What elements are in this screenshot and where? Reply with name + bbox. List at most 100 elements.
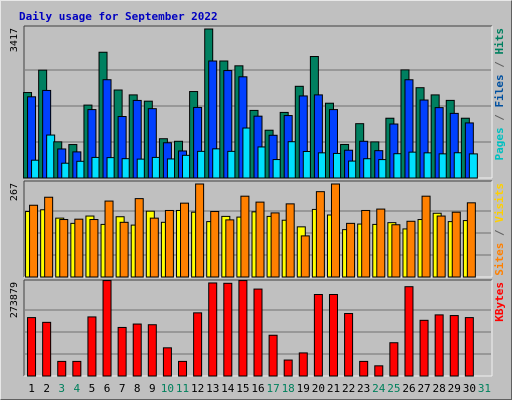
bar-kbytes-kbytes-day-23 [359,360,369,377]
bar-kbytes-kbytes-day-9 [147,324,157,377]
day-label-29: 29 [448,382,461,395]
bar-kbytes-kbytes-day-5 [87,316,97,377]
day-label-8: 8 [134,382,141,395]
bar-visitors-sites-day-26 [406,220,416,278]
day-label-18: 18 [282,382,295,395]
bar-visitors-sites-day-7 [119,221,129,278]
legend-entry: Pages [493,127,506,160]
bar-kbytes-kbytes-day-15 [238,280,248,377]
bar-kbytes-kbytes-day-14 [223,282,233,377]
bar-visitors-sites-day-3 [59,219,69,278]
bar-visitors-sites-day-15 [240,195,250,278]
bar-visitors-sites-day-9 [149,217,159,278]
legend-entry: Hits [493,28,506,55]
bar-visitors-sites-day-5 [89,219,99,278]
legend-entry: Files [493,74,506,107]
bar-kbytes-kbytes-day-21 [328,294,338,377]
legend-entry: / [493,223,506,243]
bar-kbytes-kbytes-day-24 [374,365,384,377]
day-label-20: 20 [312,382,325,395]
day-label-21: 21 [327,382,340,395]
bar-visitors-sites-day-12 [195,183,205,278]
day-label-7: 7 [119,382,126,395]
day-label-19: 19 [297,382,310,395]
day-label-9: 9 [149,382,156,395]
day-label-24: 24 [372,382,386,395]
bar-requests-pages-day-30 [468,153,478,179]
bar-visitors-sites-day-22 [346,222,356,278]
bar-visitors-sites-day-14 [225,219,235,278]
legend-entry: Visits [493,183,506,223]
day-label-31: 31 [478,382,491,395]
bar-kbytes-kbytes-day-18 [283,359,293,377]
bar-visitors-sites-day-16 [255,201,265,278]
day-label-16: 16 [251,382,264,395]
bar-kbytes-kbytes-day-1 [27,317,37,377]
bar-visitors-sites-day-28 [436,215,446,278]
day-label-25: 25 [387,382,400,395]
day-label-12: 12 [191,382,204,395]
legend-entry: KBytes [493,282,506,322]
bar-kbytes-kbytes-day-10 [162,347,172,377]
bar-kbytes-kbytes-day-19 [298,352,308,377]
bar-kbytes-kbytes-day-20 [313,294,323,377]
panel-kbytes-legend: KBytes [493,282,506,322]
bar-kbytes-kbytes-day-7 [117,326,127,377]
bar-kbytes-kbytes-day-27 [419,319,429,377]
bar-visitors-sites-day-2 [44,196,54,278]
legend-entry: / [493,108,506,128]
bar-kbytes-kbytes-day-28 [434,314,444,377]
panel-visitors-legend: Sites / Visits [493,183,506,276]
day-label-11: 11 [176,382,189,395]
bar-kbytes-kbytes-day-4 [72,360,82,377]
day-label-26: 26 [402,382,415,395]
bar-visitors-sites-day-20 [315,191,325,278]
bar-kbytes-kbytes-day-30 [464,317,474,377]
day-label-13: 13 [206,382,219,395]
bar-visitors-sites-day-21 [330,183,340,278]
day-label-10: 10 [161,382,174,395]
bar-kbytes-kbytes-day-17 [268,334,278,377]
day-label-6: 6 [104,382,111,395]
bar-kbytes-kbytes-day-11 [178,360,188,377]
bar-visitors-sites-day-27 [421,195,431,278]
bar-visitors-sites-day-1 [29,204,39,278]
bar-visitors-sites-day-11 [180,202,190,278]
bar-visitors-sites-day-6 [104,200,114,278]
bar-visitors-sites-day-29 [451,211,461,278]
bar-kbytes-kbytes-day-13 [208,282,218,377]
bar-kbytes-kbytes-day-6 [102,280,112,377]
bar-visitors-sites-day-18 [285,203,295,278]
panel-requests-legend: Pages / Files / Hits [493,28,506,161]
bar-kbytes-kbytes-day-29 [449,315,459,377]
bar-visitors-sites-day-8 [134,198,144,278]
day-label-3: 3 [58,382,65,395]
bar-visitors-sites-day-25 [391,224,401,278]
day-label-22: 22 [342,382,355,395]
day-label-15: 15 [236,382,249,395]
day-label-28: 28 [433,382,446,395]
day-label-27: 27 [417,382,430,395]
day-label-30: 30 [463,382,476,395]
bar-kbytes-kbytes-day-16 [253,288,263,377]
day-label-23: 23 [357,382,370,395]
panel-kbytes-max-label: 273879 [9,282,20,318]
bar-kbytes-kbytes-day-26 [404,286,414,377]
bar-visitors-sites-day-19 [300,235,310,278]
bar-kbytes-kbytes-day-2 [42,321,52,377]
day-label-17: 17 [266,382,279,395]
panel-requests-max-label: 3417 [9,28,20,52]
bar-kbytes-kbytes-day-12 [193,312,203,377]
day-label-2: 2 [43,382,50,395]
bar-visitors-sites-day-4 [74,218,84,278]
bar-visitors-sites-day-23 [361,209,371,278]
bar-visitors-sites-day-30 [466,202,476,278]
bar-visitors-sites-day-24 [376,208,386,278]
day-label-5: 5 [89,382,96,395]
bar-kbytes-kbytes-day-25 [389,342,399,377]
panel-visitors-max-label: 267 [9,183,20,201]
bar-visitors-sites-day-10 [164,209,174,278]
bar-visitors-sites-day-13 [210,211,220,278]
bar-kbytes-kbytes-day-3 [57,360,67,377]
